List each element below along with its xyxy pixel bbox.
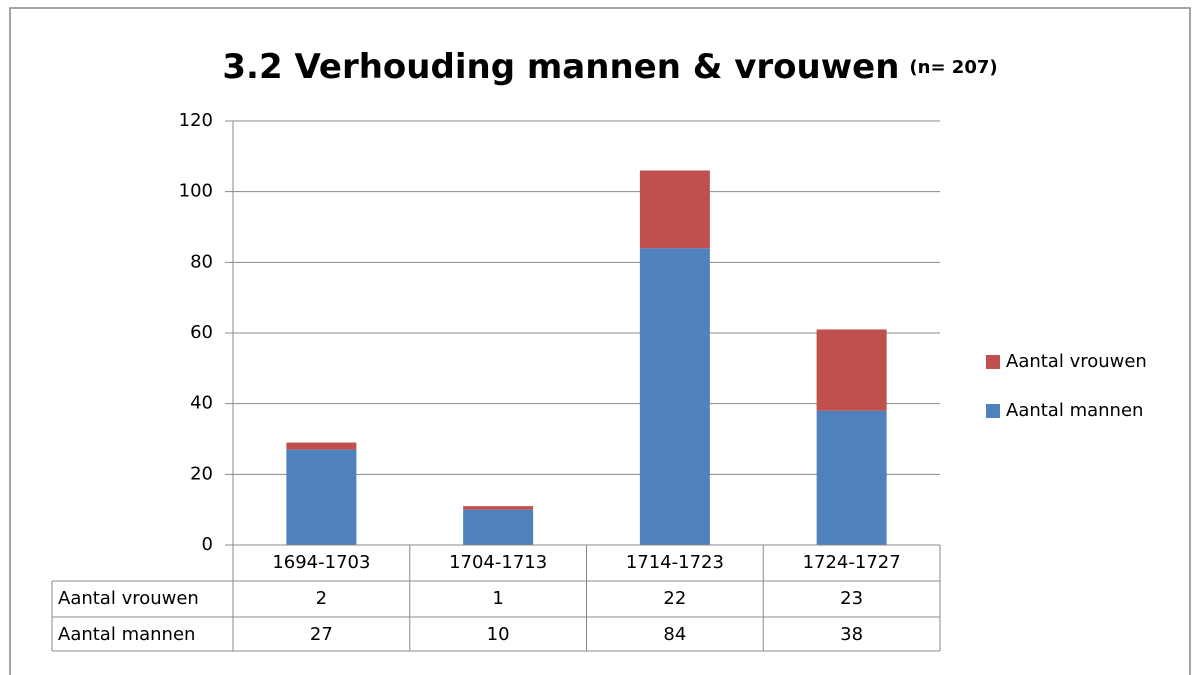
bar-segment bbox=[286, 442, 357, 450]
bar-segment bbox=[639, 170, 710, 249]
legend-label: Aantal mannen bbox=[1006, 400, 1143, 421]
table-row-label: Aantal mannen bbox=[58, 624, 195, 645]
bar-segment bbox=[639, 248, 710, 545]
y-tick-label: 80 bbox=[190, 251, 213, 272]
legend-label: Aantal vrouwen bbox=[1006, 351, 1147, 372]
y-tick-label: 0 bbox=[202, 534, 213, 555]
x-tick-label: 1724-1727 bbox=[803, 552, 901, 573]
chart-subtitle: (n= 207) bbox=[909, 57, 997, 78]
table-cell: 23 bbox=[840, 588, 863, 609]
bar-segment bbox=[816, 410, 887, 545]
legend-swatch bbox=[986, 404, 1000, 418]
y-tick-label: 100 bbox=[179, 181, 213, 202]
chart-title-group: 3.2 Verhouding mannen & vrouwen (n= 207) bbox=[222, 47, 997, 87]
bar-segment bbox=[816, 329, 887, 411]
chart-border bbox=[9, 7, 1191, 675]
table-cell: 27 bbox=[310, 624, 333, 645]
table-cell: 22 bbox=[663, 588, 686, 609]
table-cell: 1 bbox=[492, 588, 503, 609]
bar-segment bbox=[463, 509, 534, 545]
y-tick-label: 120 bbox=[179, 110, 213, 131]
legend-swatch bbox=[986, 355, 1000, 369]
y-tick-label: 60 bbox=[190, 322, 213, 343]
table-row-label: Aantal vrouwen bbox=[58, 588, 199, 609]
table-cell: 84 bbox=[663, 624, 686, 645]
bar-segment bbox=[286, 449, 357, 545]
table-cell: 2 bbox=[316, 588, 327, 609]
chart-title: 3.2 Verhouding mannen & vrouwen bbox=[222, 47, 899, 87]
table-cell: 10 bbox=[487, 624, 510, 645]
x-tick-label: 1694-1703 bbox=[272, 552, 370, 573]
y-tick-label: 40 bbox=[190, 393, 213, 414]
table-cell: 38 bbox=[840, 624, 863, 645]
x-tick-label: 1714-1723 bbox=[626, 552, 724, 573]
bar-segment bbox=[463, 506, 534, 510]
x-tick-label: 1704-1713 bbox=[449, 552, 547, 573]
y-tick-label: 20 bbox=[190, 463, 213, 484]
